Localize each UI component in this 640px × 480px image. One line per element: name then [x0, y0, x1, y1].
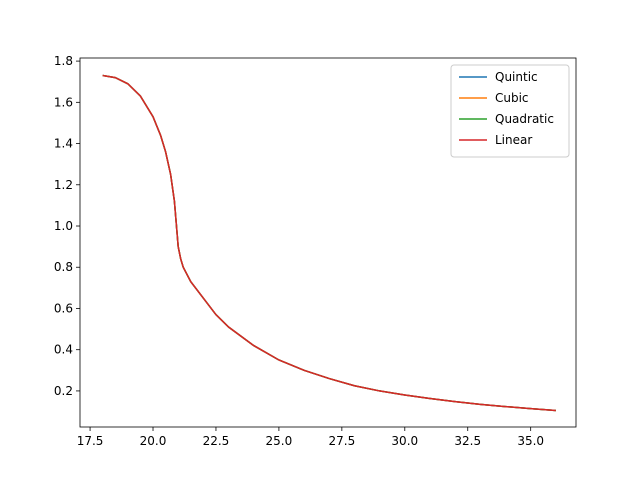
- x-tick-label: 30.0: [391, 434, 418, 448]
- legend-label: Quintic: [495, 70, 538, 84]
- x-tick-label: 35.0: [517, 434, 544, 448]
- x-tick-label: 22.5: [203, 434, 230, 448]
- legend-label: Cubic: [495, 91, 529, 105]
- y-tick-label: 1.6: [54, 95, 73, 109]
- x-tick-label: 27.5: [328, 434, 355, 448]
- y-tick-label: 0.2: [54, 384, 73, 398]
- x-tick-label: 20.0: [140, 434, 167, 448]
- y-tick-label: 0.8: [54, 260, 73, 274]
- plot-frame: [79, 57, 577, 428]
- legend-label: Linear: [495, 133, 532, 147]
- y-tick-label: 1.4: [54, 137, 73, 151]
- legend-box: [450, 64, 570, 158]
- x-tick-label: 32.5: [454, 434, 481, 448]
- y-tick-label: 0.4: [54, 343, 73, 357]
- y-tick-label: 0.6: [54, 301, 73, 315]
- x-tick-label: 25.0: [266, 434, 293, 448]
- y-tick-label: 1.0: [54, 219, 73, 233]
- legend-label: Quadratic: [495, 112, 554, 126]
- x-tick-label: 17.5: [77, 434, 104, 448]
- y-tick-label: 1.8: [54, 54, 73, 68]
- y-tick-label: 1.2: [54, 178, 73, 192]
- line-series: [102, 74, 556, 412]
